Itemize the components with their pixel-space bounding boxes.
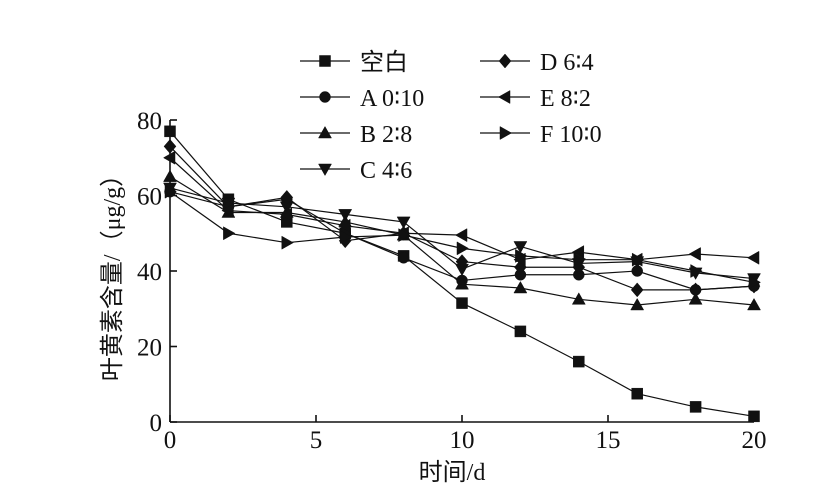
legend-marker: [318, 125, 332, 139]
legend-marker: [497, 90, 511, 104]
data-point: [281, 235, 294, 250]
series-line: [169, 157, 755, 261]
legend-label: C 4∶6: [360, 158, 412, 184]
data-point: [163, 169, 177, 182]
x-tick-label: 10: [450, 427, 475, 454]
data-point: [630, 282, 644, 298]
data-point: [454, 228, 468, 243]
data-point: [571, 292, 586, 305]
data-point: [630, 297, 645, 311]
legend-marker: [318, 163, 332, 177]
legend-label: F 10∶0: [540, 122, 602, 148]
y-tick-label: 0: [150, 410, 163, 437]
legend-item: C 4∶6: [300, 158, 412, 184]
data-point: [573, 355, 585, 368]
data-point: [513, 241, 528, 254]
y-axis-label: 叶黄素含量/（μg/g）: [99, 163, 126, 381]
x-tick-label: 5: [310, 427, 323, 454]
data-point: [631, 252, 645, 267]
series-layer: [162, 125, 762, 423]
legend-label: B 2∶8: [360, 122, 412, 148]
data-point: [338, 209, 353, 222]
data-point: [690, 264, 703, 278]
data-point: [339, 230, 353, 244]
data-point: [688, 292, 703, 305]
legend-label: E 8∶2: [540, 86, 591, 112]
legend-item: A 0∶10: [300, 86, 424, 112]
legend-item: D 6∶4: [480, 50, 594, 76]
x-axis-label: 时间/d: [419, 459, 486, 486]
data-point: [513, 280, 528, 294]
x-tick-label: 15: [596, 427, 621, 454]
data-point: [573, 252, 586, 267]
data-point: [338, 218, 351, 233]
data-point: [515, 248, 528, 263]
data-point: [689, 401, 702, 413]
legend-label: 空白: [360, 49, 408, 76]
legend: 空白 A 0∶10 B 2∶8 C 4∶6 D 6∶4 E 8∶2 F 10∶0: [300, 49, 602, 184]
data-point: [456, 241, 470, 256]
legend-marker: [319, 55, 331, 67]
legend-item: F 10∶0: [480, 122, 602, 148]
data-point: [279, 207, 293, 222]
data-point: [748, 410, 760, 423]
x-tick-label: 0: [164, 427, 177, 454]
legend-item: E 8∶2: [480, 86, 591, 112]
data-point: [455, 254, 469, 269]
data-point: [221, 203, 234, 218]
data-point: [455, 277, 469, 290]
data-point: [746, 250, 760, 265]
series-7: [164, 184, 762, 290]
legend-label: A 0∶10: [360, 86, 424, 112]
series-3: [163, 169, 761, 311]
data-point: [164, 125, 176, 138]
data-point: [689, 282, 702, 298]
data-point: [747, 297, 761, 311]
data-point: [456, 297, 468, 309]
y-tick-label: 20: [137, 335, 162, 362]
data-point: [397, 252, 410, 264]
data-point: [162, 150, 176, 165]
legend-marker: [319, 91, 331, 103]
legend-marker: [499, 126, 513, 140]
y-tick-label: 80: [137, 108, 162, 135]
data-point: [223, 226, 236, 241]
data-point: [688, 247, 701, 261]
legend-item: B 2∶8: [300, 122, 412, 148]
legend-label: D 6∶4: [540, 50, 594, 76]
data-point: [398, 228, 411, 243]
y-tick-label: 40: [137, 259, 162, 286]
data-point: [514, 325, 527, 338]
data-point: [631, 387, 643, 400]
data-point: [164, 184, 178, 199]
data-point: [396, 216, 411, 229]
y-tick-label: 60: [137, 184, 162, 211]
data-point: [280, 190, 294, 205]
legend-marker: [498, 53, 512, 69]
data-point: [748, 275, 762, 290]
data-point: [163, 139, 177, 154]
x-tick-label: 20: [742, 427, 767, 454]
legend-item: 空白: [300, 49, 408, 76]
